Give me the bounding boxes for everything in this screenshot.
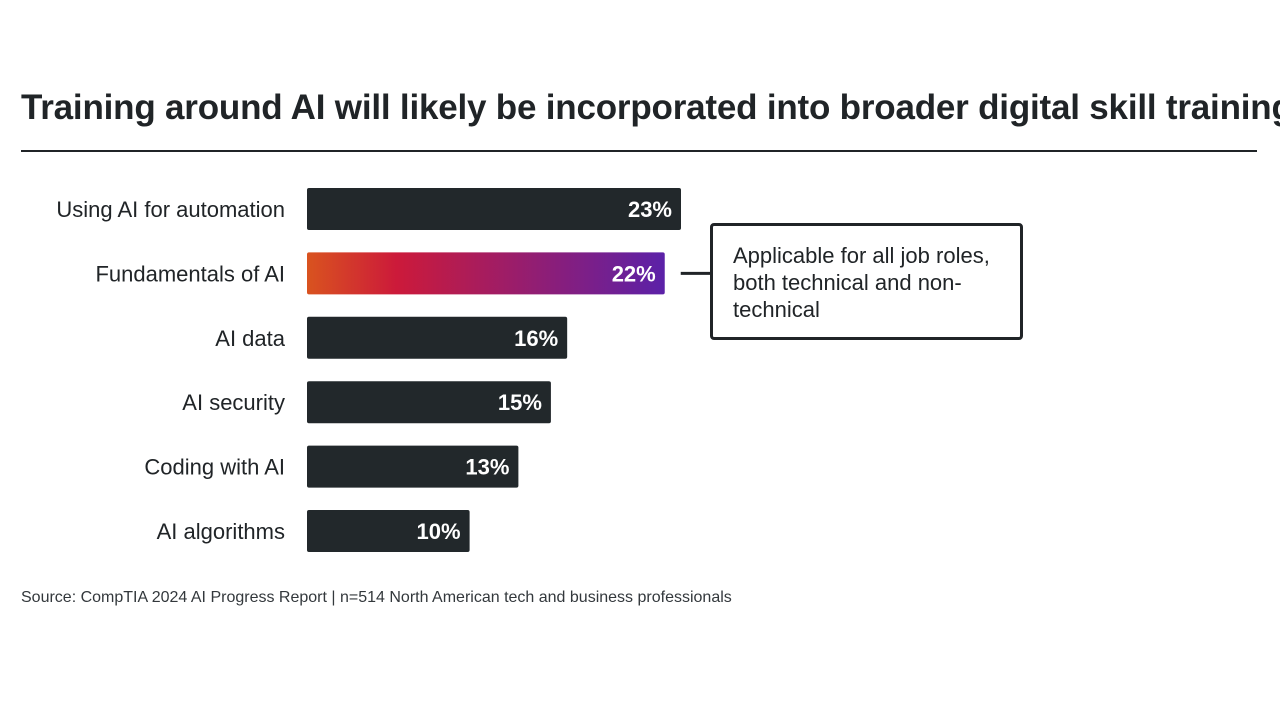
bar-ai-algorithms	[307, 510, 470, 552]
bar-using-ai-for-automation	[307, 188, 681, 230]
bar-fundamentals-of-ai	[307, 252, 665, 295]
bar-ai-security	[307, 381, 551, 424]
category-label: AI algorithms	[157, 519, 285, 544]
value-label: 16%	[514, 326, 558, 351]
bar-coding-with-ai	[307, 445, 519, 488]
value-label: 13%	[465, 455, 509, 480]
value-label: 15%	[498, 390, 542, 415]
category-label: AI security	[182, 390, 285, 415]
bar-ai-data	[307, 316, 568, 359]
value-label: 10%	[417, 519, 461, 544]
category-label: Fundamentals of AI	[95, 261, 285, 286]
category-label: AI data	[215, 326, 285, 351]
category-label: Coding with AI	[144, 455, 285, 480]
chart-title: Training around AI will likely be incorp…	[21, 88, 1280, 127]
title-divider	[21, 150, 1257, 152]
category-label: Using AI for automation	[56, 197, 285, 222]
callout-annotation: Applicable for all job roles, both techn…	[710, 223, 1023, 340]
source-note: Source: CompTIA 2024 AI Progress Report …	[21, 589, 732, 606]
value-label: 23%	[628, 197, 672, 222]
value-label: 22%	[612, 261, 656, 286]
